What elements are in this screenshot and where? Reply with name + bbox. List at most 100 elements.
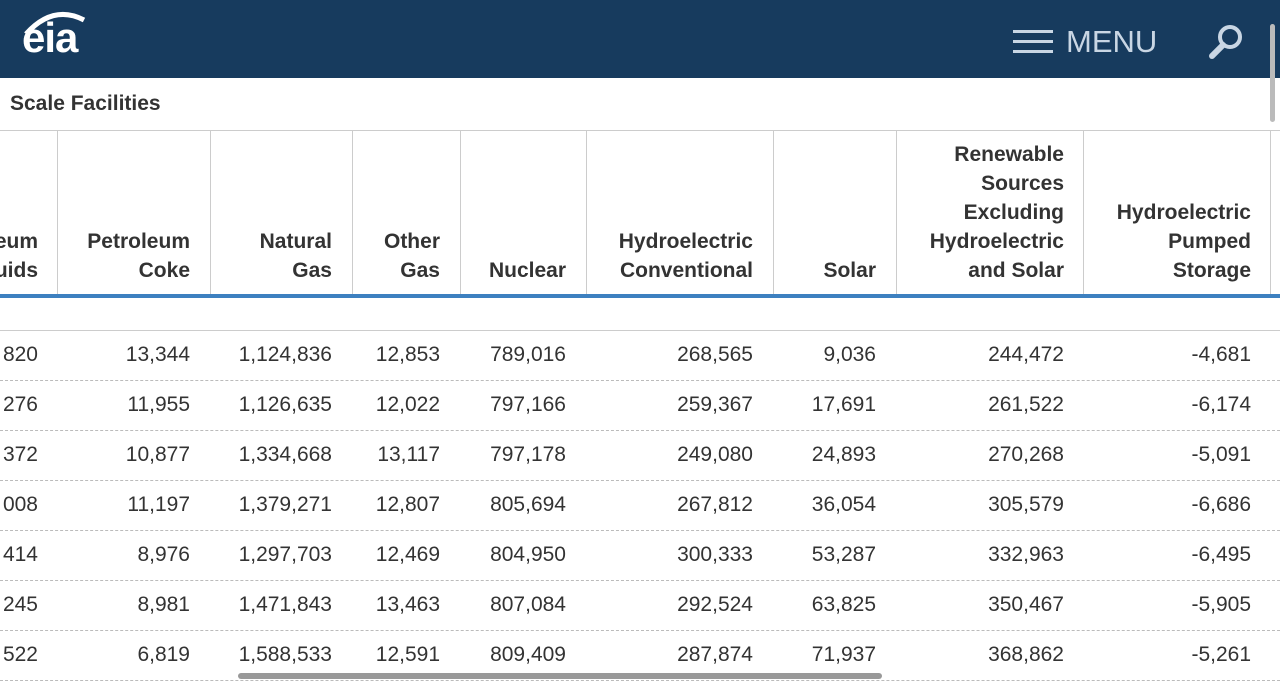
- table-cell: -6,495: [1191, 543, 1251, 566]
- table-cell: -5,261: [1191, 643, 1251, 666]
- column-header: Sources: [981, 172, 1064, 195]
- table-cell: 6,819: [137, 643, 190, 666]
- table-cell: 244,472: [988, 343, 1064, 366]
- column-border: [1083, 130, 1084, 297]
- table-cell: 1,126,635: [238, 393, 332, 416]
- table-cell: 261,522: [988, 393, 1064, 416]
- row-separator: [0, 580, 1280, 581]
- table-cell: 12,853: [375, 343, 440, 366]
- table-cell: 372: [2, 443, 38, 466]
- row-separator: [0, 380, 1280, 381]
- column-header: Hydroelectric: [618, 230, 753, 253]
- table-cell: 259,367: [677, 393, 753, 416]
- column-header: Hydroelectric: [1116, 201, 1251, 224]
- table-cell: 13,344: [125, 343, 190, 366]
- table-cell: 300,333: [677, 543, 753, 566]
- table-cell: 12,591: [375, 643, 440, 666]
- table-cell: 805,694: [490, 493, 566, 516]
- table-cell: 13,117: [377, 443, 440, 466]
- search-icon[interactable]: [1206, 22, 1250, 62]
- row-separator: [0, 530, 1280, 531]
- row-separator: [0, 630, 1280, 631]
- table-cell: 12,469: [375, 543, 440, 566]
- row-separator: [0, 430, 1280, 431]
- table-cell: 267,812: [677, 493, 753, 516]
- table-cell: 12,807: [375, 493, 440, 516]
- column-border: [586, 130, 587, 297]
- table-cell: 1,124,836: [238, 343, 332, 366]
- column-header: Other: [383, 230, 440, 253]
- table-cell: 368,862: [988, 643, 1064, 666]
- table-cell: 268,565: [677, 343, 753, 366]
- table-cell: 71,937: [811, 643, 876, 666]
- table-cell: 11,955: [127, 393, 190, 416]
- table-cell: 245: [2, 593, 38, 616]
- table-cell: 13,463: [375, 593, 440, 616]
- column-header: Renewable: [954, 143, 1064, 166]
- table-cell: 11,197: [127, 493, 190, 516]
- column-border: [352, 130, 353, 297]
- table-cell: 350,467: [988, 593, 1064, 616]
- site-header: eia MENU: [0, 0, 1280, 78]
- table-caption: Scale Facilities: [10, 92, 161, 115]
- column-header: uids: [0, 259, 38, 282]
- column-header: Pumped: [1168, 230, 1251, 253]
- column-header: Gas: [292, 259, 332, 282]
- column-header: Natural: [259, 230, 332, 253]
- table-cell: 522: [2, 643, 38, 666]
- column-header: and Solar: [968, 259, 1064, 282]
- table-cell: 332,963: [988, 543, 1064, 566]
- column-border: [210, 130, 211, 297]
- table-cell: 804,950: [490, 543, 566, 566]
- table-cell: 1,588,533: [238, 643, 332, 666]
- table-cell: 820: [2, 343, 38, 366]
- table-cell: 12,022: [375, 393, 440, 416]
- header-top-border: [0, 130, 1280, 131]
- table-cell: 249,080: [677, 443, 753, 466]
- column-header: Solar: [823, 259, 876, 282]
- table-cell: 414: [2, 543, 38, 566]
- column-header: eum: [0, 230, 38, 253]
- logo[interactable]: eia: [22, 14, 78, 61]
- table-cell: 36,054: [811, 493, 876, 516]
- column-header: Petroleum: [87, 230, 190, 253]
- menu-button[interactable]: MENU: [1066, 24, 1158, 59]
- table-cell: 797,178: [490, 443, 566, 466]
- table-cell: 270,268: [988, 443, 1064, 466]
- table-cell: 1,334,668: [238, 443, 332, 466]
- column-header: Excluding: [963, 201, 1064, 224]
- table-cell: 292,524: [677, 593, 753, 616]
- column-border: [1270, 130, 1271, 297]
- header-bottom-border: [0, 294, 1280, 298]
- table-cell: -5,091: [1191, 443, 1251, 466]
- column-header: Hydroelectric: [929, 230, 1064, 253]
- table-cell: -6,686: [1191, 493, 1251, 516]
- table-cell: 9,036: [823, 343, 876, 366]
- table-cell: 807,084: [490, 593, 566, 616]
- table-cell: 24,893: [811, 443, 876, 466]
- column-border: [773, 130, 774, 297]
- row-border: [0, 330, 1280, 331]
- column-header: Nuclear: [488, 259, 566, 282]
- table-cell: 10,877: [125, 443, 190, 466]
- column-header: Conventional: [619, 259, 753, 282]
- table-cell: 809,409: [490, 643, 566, 666]
- horizontal-scrollbar[interactable]: [238, 673, 882, 679]
- table-cell: 1,297,703: [238, 543, 332, 566]
- table-cell: 8,976: [137, 543, 190, 566]
- table-cell: 8,981: [137, 593, 190, 616]
- row-separator: [0, 480, 1280, 481]
- menu-icon[interactable]: [1013, 28, 1055, 56]
- table-cell: 63,825: [811, 593, 876, 616]
- column-header: Gas: [400, 259, 440, 282]
- table-cell: 287,874: [677, 643, 753, 666]
- vertical-scrollbar[interactable]: [1270, 24, 1275, 122]
- column-border: [460, 130, 461, 297]
- table-cell: 1,379,271: [238, 493, 332, 516]
- row-separator: [0, 680, 1280, 681]
- logo-arc: [24, 11, 86, 36]
- column-header: Coke: [138, 259, 190, 282]
- table-cell: -5,905: [1191, 593, 1251, 616]
- table-cell: 008: [2, 493, 38, 516]
